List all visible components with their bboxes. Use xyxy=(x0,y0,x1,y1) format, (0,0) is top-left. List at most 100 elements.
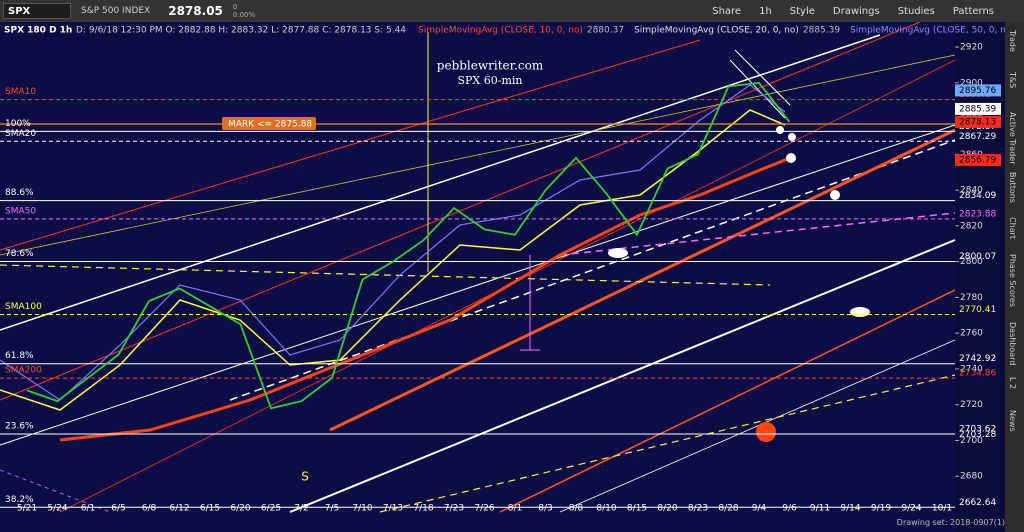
level-value: 2823.88 xyxy=(959,209,996,219)
x-tick-label: 8/8 xyxy=(569,504,584,514)
x-tick-label: 7/13 xyxy=(383,504,403,514)
toolbar-buttons: Share 1h Style Drawings Studies Patterns xyxy=(712,6,1024,17)
sidebar-tab[interactable]: Active Trader xyxy=(1008,112,1017,165)
level-label: 100% xyxy=(5,119,31,129)
last-price: 2878.05 xyxy=(168,4,223,18)
x-tick-label: 9/11 xyxy=(810,504,830,514)
x-tick-label: 9/19 xyxy=(871,504,891,514)
sidebar-tab[interactable]: Dashboard xyxy=(1008,322,1017,366)
annotation: S xyxy=(301,470,309,484)
sidebar-tab[interactable]: Buttons xyxy=(1008,172,1017,203)
study-label: SimpleMovingAvg (CLOSE, 50, 0, no) xyxy=(850,26,1005,36)
mark-tag[interactable] xyxy=(222,117,316,130)
price-tag-label: 2895.76 xyxy=(959,86,996,96)
x-tick-label: 8/23 xyxy=(688,504,708,514)
toolbar: SPX S&P 500 INDEX 2878.05 0 0.00% Share 1… xyxy=(0,0,1024,22)
x-tick-label: 5/24 xyxy=(47,504,67,514)
x-tick-label: 5/21 xyxy=(17,504,37,514)
study-label: SimpleMovingAvg (CLOSE, 10, 0, no) xyxy=(418,26,583,36)
y-tick-label: 2820 xyxy=(960,221,983,231)
level-label: 23.6% xyxy=(5,421,34,431)
x-tick-label: 6/25 xyxy=(261,504,281,514)
price-tag xyxy=(955,102,1001,115)
x-tick-label: 6/20 xyxy=(230,504,250,514)
y-tick-label: 2920 xyxy=(960,43,983,53)
symbol-name: S&P 500 INDEX xyxy=(81,6,151,16)
level-label: 61.8% xyxy=(5,351,34,361)
x-tick-label: 8/20 xyxy=(657,504,677,514)
level-value: 2703.62 xyxy=(959,424,996,434)
level-value: 2867.29 xyxy=(959,132,996,142)
x-tick-label: 9/14 xyxy=(840,504,860,514)
price-tag-label: 2878.13 xyxy=(959,117,996,127)
level-label: SMA20 xyxy=(5,129,36,139)
x-tick-label: 7/10 xyxy=(352,504,372,514)
x-tick-label: 6/5 xyxy=(111,504,125,514)
x-tick-label: 8/10 xyxy=(596,504,616,514)
sidebar-tab[interactable]: Trade xyxy=(1008,30,1017,52)
toolbar-button[interactable]: Share xyxy=(712,5,742,17)
x-tick-label: 6/1 xyxy=(81,504,95,514)
toolbar-button[interactable]: 1h xyxy=(759,5,772,17)
x-tick-label: 9/24 xyxy=(901,504,921,514)
x-tick-label: 6/12 xyxy=(169,504,189,514)
level-label: SMA200 xyxy=(5,366,42,376)
x-tick-label: 7/26 xyxy=(474,504,494,514)
x-tick-label: 9/4 xyxy=(752,504,767,514)
sidebar-tab[interactable]: L 2 xyxy=(1008,377,1017,390)
level-value: 2800.07 xyxy=(959,252,996,262)
sidebar-tab[interactable]: News xyxy=(1008,410,1017,432)
chart-header: SPX 180 D 1h xyxy=(4,26,72,36)
level-label: 88.6% xyxy=(5,188,34,198)
level-value: 2662.64 xyxy=(959,498,996,508)
annotation: pebblewriter.com xyxy=(437,59,544,73)
level-value: 2834.09 xyxy=(959,191,996,201)
drawings xyxy=(0,21,956,513)
level-label: SMA50 xyxy=(5,206,36,216)
toolbar-button[interactable]: Patterns xyxy=(952,5,994,17)
level-label: SMA10 xyxy=(5,87,36,97)
study-label: SimpleMovingAvg (CLOSE, 20, 0, no) xyxy=(634,26,799,36)
sidebar-tab[interactable]: Chart xyxy=(1008,217,1017,239)
study-value: 2880.37 xyxy=(587,26,624,36)
x-tick-label: 7/5 xyxy=(325,504,339,514)
x-tick-label: 7/2 xyxy=(294,504,308,514)
price-tag-label: 2885.39 xyxy=(959,104,996,114)
x-tick-label: 7/18 xyxy=(413,504,433,514)
annotation: SPX 60-min xyxy=(457,74,522,87)
y-tick-label: 2840 xyxy=(960,186,983,196)
x-tick-label: 7/23 xyxy=(444,504,464,514)
sidebar-tab[interactable]: T&S xyxy=(1008,72,1017,89)
price-tag xyxy=(955,115,1001,128)
y-tick-label: 2780 xyxy=(960,293,983,303)
toolbar-button[interactable]: Style xyxy=(789,5,815,17)
y-tick-label: 2680 xyxy=(960,472,983,482)
toolbar-button[interactable]: Drawings xyxy=(832,5,880,17)
footer: Drawing set: 2018-0907(1) xyxy=(896,518,1005,527)
y-tick-label: 2760 xyxy=(960,329,983,339)
study-value: 2885.39 xyxy=(803,26,840,36)
level-label: 38.2% xyxy=(5,495,34,505)
price-tag xyxy=(955,84,1001,97)
symbol-box[interactable]: SPX xyxy=(3,3,71,19)
y-tick-label: 2900 xyxy=(960,78,983,88)
sidebar: Trade T&S Active Trader Buttons Chart Phase S… xyxy=(1005,22,1024,532)
price-line xyxy=(26,81,791,410)
level-value: 2742.92 xyxy=(959,354,996,364)
x-tick-label: 10/1 xyxy=(932,504,952,514)
sidebar-tab[interactable]: Phase Scores xyxy=(1008,254,1017,308)
x-tick-label: 6/15 xyxy=(200,504,220,514)
x-tick-label: 8/15 xyxy=(627,504,647,514)
change-pct: 0.00% xyxy=(232,11,256,19)
x-tick-label: 8/3 xyxy=(538,504,552,514)
ohlc: D: 9/6/18 12:30 PM O: 2882.88 H: 2883.32… xyxy=(76,26,406,36)
level-value: 2770.41 xyxy=(959,305,996,315)
y-tick-label: 2800 xyxy=(960,257,983,267)
toolbar-button[interactable]: Studies xyxy=(897,5,935,17)
level-value: 2734.86 xyxy=(959,369,996,379)
x-tick-label: 8/28 xyxy=(718,504,738,514)
change-value: 0 xyxy=(232,3,238,11)
x-tick-label: 6/8 xyxy=(142,504,157,514)
